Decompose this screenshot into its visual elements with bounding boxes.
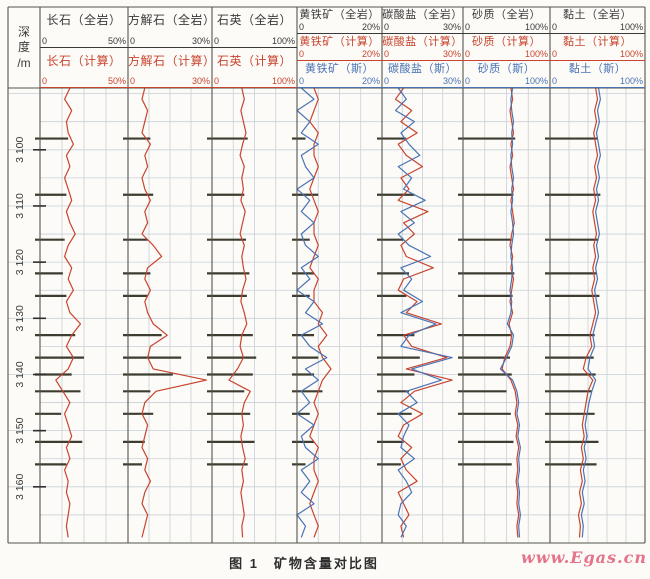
curve-carbonate-blue: [394, 87, 453, 538]
depth-tick-label: 3 130: [14, 305, 26, 331]
core-samples-layer: [35, 137, 601, 466]
depth-tick-label: 3 110: [14, 193, 26, 219]
borders-layer: [7, 6, 646, 544]
curve-sand-blue: [499, 87, 522, 538]
depth-tick-label: 3 150: [14, 417, 26, 443]
curve-calcite-red: [141, 87, 207, 538]
curve-carbonate-red: [394, 87, 453, 538]
depth-axis-layer: 3 100 3 110 3 120 3 130 3 140 3 150 3 160: [14, 136, 46, 500]
curve-quartz-red: [228, 87, 251, 538]
depth-tick-label: 3 120: [14, 249, 26, 275]
curves-layer: [55, 87, 602, 538]
curve-clay-blue: [580, 87, 602, 538]
depth-tick-label: 3 140: [14, 361, 26, 387]
watermark: www.Egas.cn: [521, 548, 647, 567]
depth-tick-label: 3 100: [14, 136, 26, 162]
curve-pyrite-red: [309, 87, 332, 538]
curve-feldspar-red: [55, 87, 82, 538]
curve-clay-red: [577, 87, 599, 538]
grid-layer: [8, 88, 645, 543]
curve-pyrite-blue: [296, 87, 328, 538]
depth-tick-label: 3 160: [14, 474, 26, 500]
figure-caption: 图 1 矿物含量对比图: [229, 556, 379, 571]
